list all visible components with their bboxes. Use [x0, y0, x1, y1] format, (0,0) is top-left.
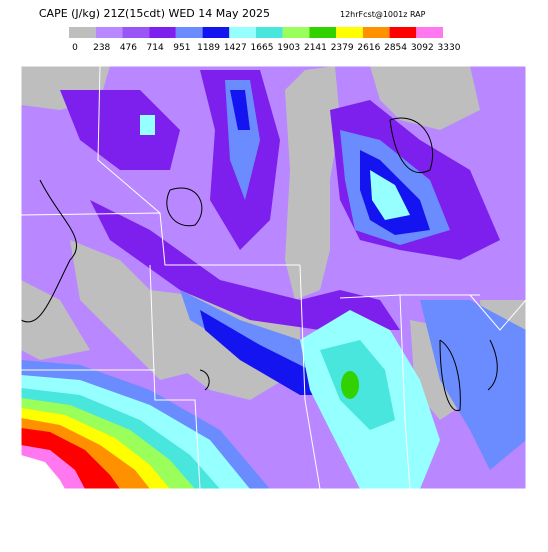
legend-swatch	[389, 27, 417, 38]
legend-swatch	[256, 27, 283, 38]
legend-label: 0	[72, 43, 78, 53]
legend-label: 1427	[224, 43, 247, 53]
legend-label: 714	[147, 43, 164, 53]
legend-swatch	[282, 27, 310, 38]
subtitle: 12hrFcst@1001z RAP	[340, 10, 426, 19]
legend-label: 3092	[411, 43, 434, 53]
legend-label: 238	[93, 43, 110, 53]
southwest-cape-bands	[21, 360, 270, 489]
legend-swatch	[69, 27, 96, 38]
legend-swatch	[362, 27, 390, 38]
legend-label: 2379	[331, 43, 354, 53]
legend-swatch	[416, 27, 443, 38]
legend-label: 2616	[357, 43, 380, 53]
legend-label: 1665	[251, 43, 274, 53]
legend-label: 476	[120, 43, 137, 53]
legend: 0 238 476 714 951 1189 1427 1665 1903 2141 2379 261…	[69, 27, 461, 53]
legend-swatch	[336, 27, 363, 38]
legend-label: 951	[173, 43, 190, 53]
legend-swatch	[149, 27, 176, 38]
legend-swatch	[175, 27, 203, 38]
legend-swatch	[309, 27, 337, 38]
legend-label: 1903	[277, 43, 300, 53]
legend-swatch	[95, 27, 123, 38]
contour-lines	[21, 117, 498, 412]
legend-label: 2141	[304, 43, 327, 53]
boundary-lines	[21, 66, 526, 489]
title: CAPE (J/kg) 21Z(15cdt) WED 14 May 2025	[39, 7, 270, 20]
peak-cape-area	[341, 371, 359, 399]
legend-label: 1189	[197, 43, 220, 53]
legend-label: 3330	[438, 43, 461, 53]
map-frame	[20, 65, 527, 490]
map	[20, 65, 527, 490]
legend-swatch	[202, 27, 230, 38]
legend-label: 2854	[384, 43, 407, 53]
legend-swatch	[229, 27, 256, 38]
legend-swatch	[122, 27, 150, 38]
